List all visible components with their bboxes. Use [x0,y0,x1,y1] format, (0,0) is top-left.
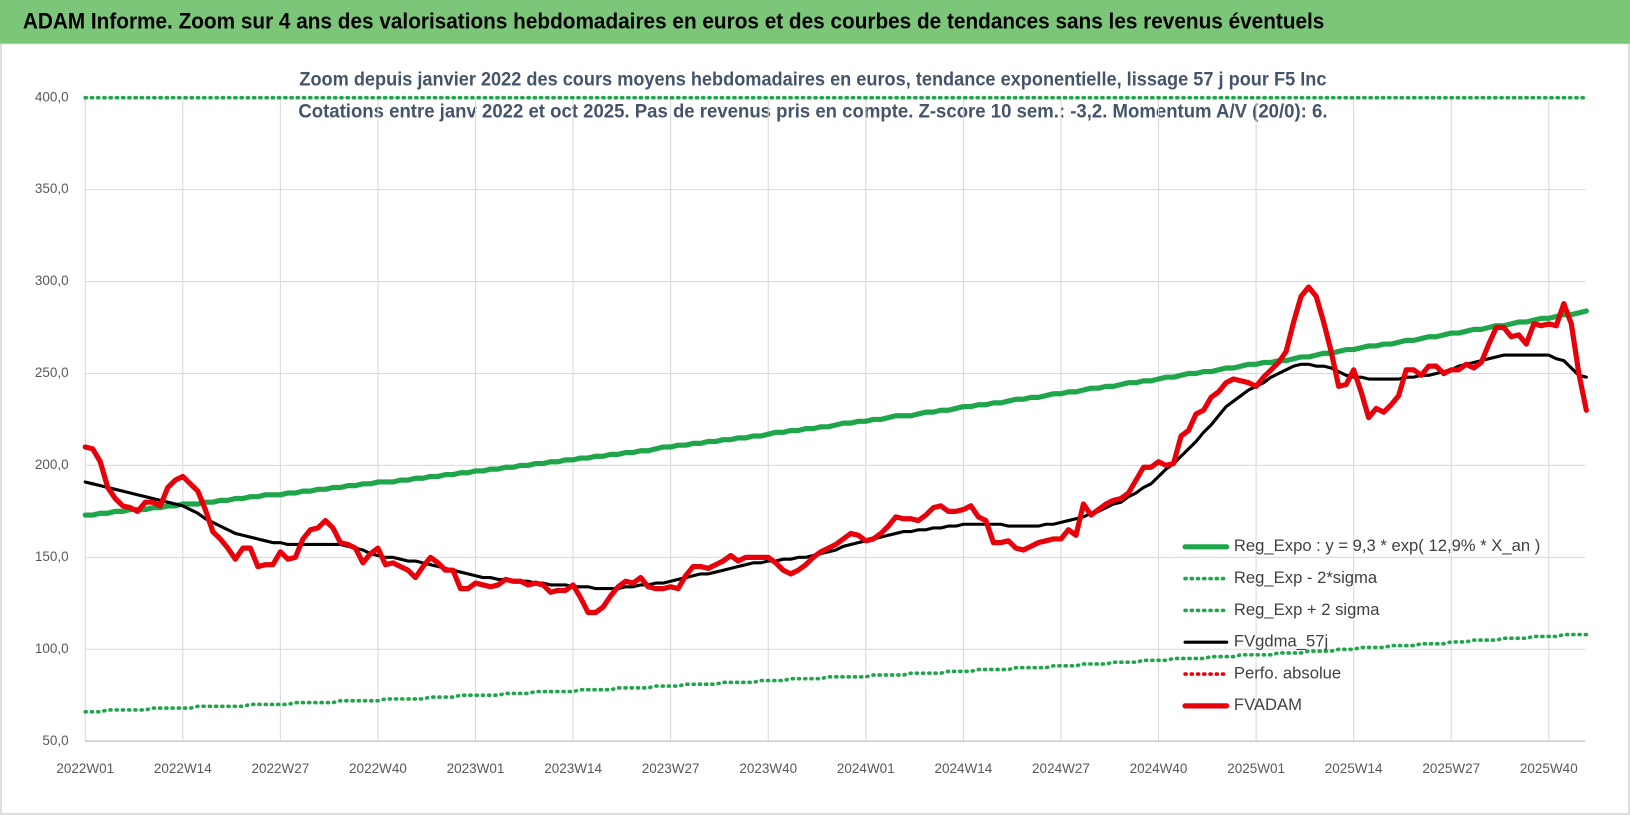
legend-label: FVgdma_57j [1234,632,1328,651]
chart-subtitle: Cotations entre janv 2022 et oct 2025. P… [298,100,1327,122]
x-tick-label: 2023W01 [447,761,505,776]
x-tick-label: 2022W40 [349,761,407,776]
x-tick-label: 2024W01 [837,761,895,776]
series-line [83,632,1589,714]
y-tick-label: 250,0 [35,365,69,380]
chart-title: Zoom depuis janvier 2022 des cours moyen… [299,68,1326,90]
x-tick-label: 2022W14 [154,761,212,776]
header-band [0,0,1630,44]
x-tick-label: 2025W01 [1227,761,1285,776]
x-tick-label: 2024W27 [1032,761,1090,776]
legend-label: Reg_Expo : y = 9,3 * exp( 12,9% * X_an ) [1234,536,1540,555]
x-tick-label: 2025W27 [1422,761,1480,776]
y-tick-label: 400,0 [35,89,69,104]
plot [82,95,1589,714]
y-tick-label: 100,0 [35,641,69,656]
y-tick-label: 200,0 [35,457,69,472]
x-tick-label: 2024W14 [934,761,992,776]
series-line [82,308,1589,518]
header-title: ADAM Informe. Zoom sur 4 ans des valoris… [23,9,1325,34]
legend-label: FVADAM [1234,695,1302,714]
x-tick-label: 2023W14 [544,761,602,776]
x-tick-label: 2022W27 [251,761,309,776]
legend-label: Reg_Exp - 2*sigma [1234,568,1378,587]
legend: Reg_Expo : y = 9,3 * exp( 12,9% * X_an )… [1182,536,1540,714]
series-line [82,284,1589,616]
x-tick-label: 2025W14 [1325,761,1383,776]
legend-label: Perfo. absolue [1234,663,1341,682]
x-tick-label: 2023W27 [642,761,700,776]
y-tick-label: 300,0 [35,273,69,288]
y-tick-label: 350,0 [35,181,69,196]
x-tick-label: 2022W01 [56,761,114,776]
legend-label: Reg_Exp + 2 sigma [1234,600,1380,619]
x-tick-label: 2024W40 [1130,761,1188,776]
x-tick-label: 2025W40 [1520,761,1578,776]
x-tick-label: 2023W40 [739,761,797,776]
y-tick-label: 50,0 [42,733,68,748]
y-tick-label: 150,0 [35,549,69,564]
